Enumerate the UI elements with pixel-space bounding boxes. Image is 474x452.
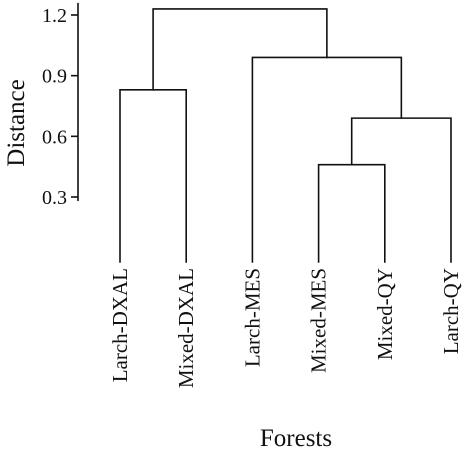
- leaf-label: Larch-DXAL: [108, 268, 132, 382]
- y-tick-label: 1.2: [42, 5, 67, 27]
- dendrogram-link: [317, 163, 386, 263]
- dendrogram-link: [119, 89, 187, 263]
- leaf-label: Mixed-DXAL: [174, 268, 198, 388]
- leaf-label: Mixed-QY: [373, 268, 397, 360]
- dendrogram-links: [119, 8, 452, 263]
- dendrogram-link: [251, 56, 403, 263]
- y-tick-label: 0.6: [42, 126, 67, 148]
- dendrogram-link: [350, 117, 452, 263]
- y-axis-title: Distance: [3, 79, 30, 166]
- leaf-label: Larch-MES: [240, 268, 264, 367]
- y-tick-label: 0.9: [42, 66, 67, 88]
- leaf-label: Larch-QY: [439, 268, 463, 354]
- y-tick-label: 0.3: [42, 187, 67, 209]
- leaf-labels: Larch-DXAL Mixed-DXAL Larch-MES Mixed-MES Mi…: [108, 268, 463, 388]
- y-axis: 0.3 0.6 0.9 1.2: [42, 2, 79, 209]
- dendrogram-link: [152, 8, 328, 91]
- leaf-label: Mixed-MES: [307, 268, 331, 373]
- x-axis-title: Forests: [260, 425, 332, 452]
